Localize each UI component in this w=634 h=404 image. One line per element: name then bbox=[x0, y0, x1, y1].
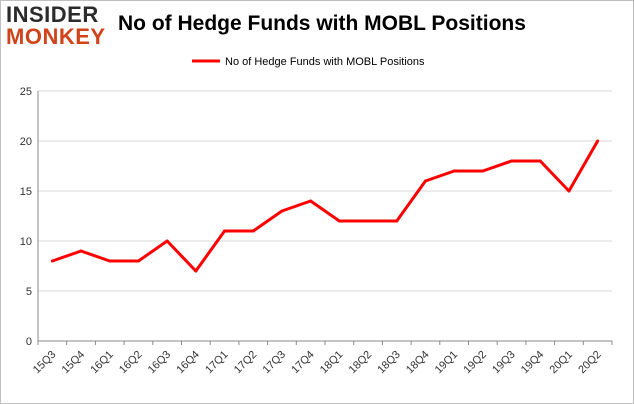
x-tick-label: 19Q1 bbox=[433, 349, 461, 377]
chart-title: No of Hedge Funds with MOBL Positions bbox=[118, 12, 526, 35]
series-lines bbox=[50, 139, 600, 273]
y-tick-label: 5 bbox=[26, 286, 32, 298]
legend-label: No of Hedge Funds with MOBL Positions bbox=[225, 56, 425, 68]
data-point bbox=[194, 269, 198, 273]
x-tick-label: 18Q3 bbox=[375, 349, 403, 377]
y-tick-label: 20 bbox=[20, 136, 32, 148]
x-tick-label: 17Q3 bbox=[261, 349, 289, 377]
axes bbox=[37, 91, 613, 345]
x-tick-label: 20Q1 bbox=[548, 349, 576, 377]
x-tick-label: 15Q3 bbox=[31, 349, 59, 377]
x-tick-label: 15Q4 bbox=[60, 349, 88, 377]
data-point bbox=[79, 249, 83, 253]
x-tick-label: 16Q3 bbox=[146, 349, 174, 377]
legend: No of Hedge Funds with MOBL Positions bbox=[192, 56, 425, 68]
data-point bbox=[280, 209, 284, 213]
x-tick-label: 19Q2 bbox=[461, 349, 489, 377]
data-point bbox=[251, 229, 255, 233]
data-point bbox=[165, 239, 169, 243]
x-tick-label: 17Q4 bbox=[289, 349, 317, 377]
data-point bbox=[567, 189, 571, 193]
y-tick-label: 0 bbox=[26, 336, 32, 348]
x-tick-label: 16Q1 bbox=[88, 349, 116, 377]
gridlines bbox=[38, 90, 612, 292]
x-tick-label: 18Q2 bbox=[347, 349, 375, 377]
x-tick-label: 16Q2 bbox=[117, 349, 145, 377]
data-point bbox=[452, 169, 456, 173]
y-tick-labels: 0 5 10 15 20 25 bbox=[20, 86, 32, 348]
data-point bbox=[395, 219, 399, 223]
data-point bbox=[538, 159, 542, 163]
series-line bbox=[51, 140, 599, 273]
data-point bbox=[366, 219, 370, 223]
logo-line-2: MONKEY bbox=[6, 24, 106, 49]
x-tick-label: 17Q2 bbox=[232, 349, 260, 377]
data-point bbox=[136, 259, 140, 263]
x-tick-labels: 15Q3 15Q4 16Q1 16Q2 16Q3 16Q4 17Q1 17Q2 17Q3 17Q4… bbox=[31, 349, 604, 377]
data-point bbox=[337, 219, 341, 223]
x-tick-label: 18Q4 bbox=[404, 349, 432, 377]
x-tick-label: 19Q3 bbox=[490, 349, 518, 377]
data-point bbox=[108, 259, 112, 263]
data-point bbox=[596, 139, 600, 143]
y-tick-label: 15 bbox=[20, 186, 32, 198]
y-tick-label: 25 bbox=[20, 86, 32, 98]
y-tick-label: 10 bbox=[20, 236, 32, 248]
x-tick-label: 18Q1 bbox=[318, 349, 346, 377]
insider-monkey-logo: INSIDER MONKEY bbox=[6, 4, 106, 48]
x-tick-label: 16Q4 bbox=[174, 349, 202, 377]
logo-line-1: INSIDER bbox=[6, 2, 99, 27]
data-point bbox=[223, 229, 227, 233]
x-tick-label: 20Q2 bbox=[576, 349, 604, 377]
data-point bbox=[309, 199, 313, 203]
data-point bbox=[510, 159, 514, 163]
data-point bbox=[481, 169, 485, 173]
data-point bbox=[50, 259, 54, 263]
x-tick-label: 19Q4 bbox=[519, 349, 547, 377]
x-tick-label: 17Q1 bbox=[203, 349, 231, 377]
data-point bbox=[423, 179, 427, 183]
